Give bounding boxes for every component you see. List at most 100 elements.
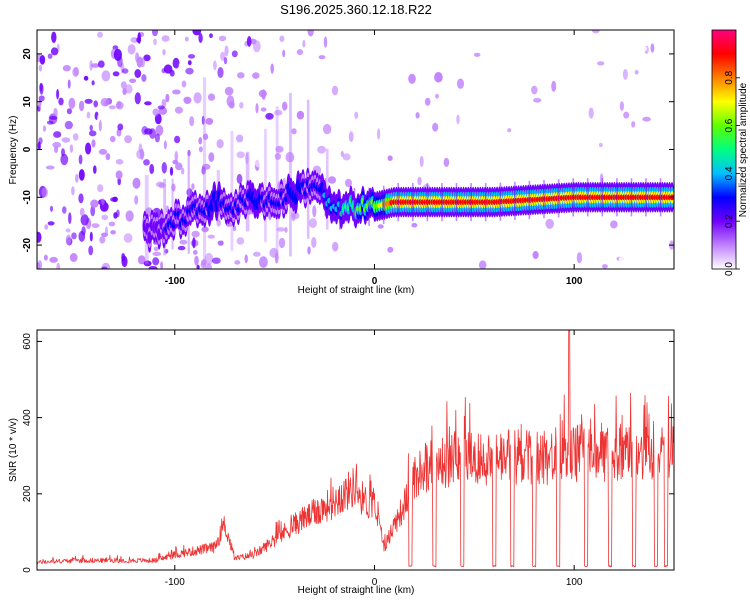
heatmap-noise-cell [162, 49, 166, 56]
heatmap-noise-cell [533, 97, 542, 103]
heatmap-noise-cell [223, 56, 228, 65]
heatmap-noise-cell [79, 207, 85, 217]
heatmap-noise-cell [252, 40, 261, 53]
heatmap-noise-cell [308, 218, 317, 229]
heatmap-noise-cell [50, 205, 53, 212]
heatmap-noise-cell [148, 266, 158, 269]
heatmap-noise-cell [279, 35, 285, 42]
heatmap-noise-cell [211, 257, 221, 264]
heatmap-noise-cell [478, 260, 487, 269]
heatmap-noise-cell [183, 96, 192, 105]
heatmap-noise-cell [193, 92, 202, 104]
heatmap-streak [264, 128, 267, 243]
heatmap-noise-cell [154, 133, 160, 143]
heatmap-noise-cell [327, 176, 337, 184]
heatmap-smear [353, 187, 356, 227]
x-tick-label: 100 [566, 577, 583, 588]
heatmap-noise-cell [68, 212, 72, 225]
heatmap-noise-cell [134, 69, 142, 78]
heatmap-noise-cell [507, 128, 512, 133]
heatmap-noise-cell [274, 252, 279, 264]
heatmap-noise-cell [115, 170, 123, 180]
heatmap-noise-cell [619, 101, 625, 111]
heatmap-noise-cell [434, 72, 443, 83]
heatmap-noise-cell [226, 95, 235, 107]
heatmap-noise-cell [307, 30, 314, 37]
heatmap-noise-cell [153, 246, 159, 252]
heatmap-noise-cell [642, 116, 651, 122]
heatmap-smear [572, 178, 574, 217]
heatmap-noise-cell [117, 177, 121, 186]
heatmap-noise-cell [244, 254, 248, 264]
heatmap-noise-cell [98, 119, 102, 132]
y-tick-label: 0 [22, 146, 33, 152]
heatmap-noise-cell [98, 148, 108, 155]
heatmap-noise-cell [274, 109, 283, 116]
heatmap-noise-cell [192, 237, 196, 249]
heatmap-noise-cell [49, 256, 58, 263]
heatmap-noise-cell [100, 97, 110, 107]
heatmap-noise-cell [205, 117, 214, 125]
heatmap-smear [397, 183, 399, 222]
heatmap-noise-cell [175, 162, 183, 171]
heatmap-noise-cell [115, 101, 124, 110]
heatmap-noise-cell [191, 183, 195, 190]
heatmap-noise-cell [60, 153, 69, 166]
heatmap-noise-cell [88, 245, 94, 256]
heatmap-noise-cell [236, 237, 245, 245]
heatmap-noise-cell [234, 260, 241, 265]
colorbar-tick-label: 0.6 [724, 118, 735, 132]
heatmap-noise-cell [435, 93, 439, 99]
heatmap-noise-cell [201, 44, 205, 54]
heatmap-noise-cell [377, 128, 381, 140]
colorbar-tick-label: 0.2 [724, 214, 735, 228]
heatmap-smear [426, 183, 429, 222]
heatmap-noise-cell [124, 135, 132, 144]
heatmap-noise-cell [116, 209, 120, 218]
heatmap-noise-cell [126, 261, 134, 269]
heatmap-noise-cell [53, 131, 62, 138]
y-tick-label: -10 [22, 190, 33, 205]
snr-panel: -100 0 100 0 200 400 600 Height of straight li… [8, 329, 675, 596]
heatmap-noise-cell [174, 106, 183, 114]
heatmap-noise-cell [169, 69, 175, 77]
heatmap-noise-cell [307, 246, 311, 255]
heatmap-noise-cell [154, 113, 162, 125]
heatmap-smear [324, 178, 327, 217]
heatmap-noise-cell [62, 65, 71, 72]
heatmap-noise-cell [201, 259, 207, 266]
heatmap-noise-cell [72, 133, 79, 141]
x-tick-label: 100 [566, 276, 583, 287]
heatmap-noise-cell [37, 260, 43, 269]
heatmap-smear [441, 183, 443, 222]
heatmap-smear [557, 179, 560, 218]
x-tick-label: 0 [372, 577, 378, 588]
heatmap-noise-cell [105, 153, 111, 161]
heatmap-noise-cell [229, 37, 237, 44]
heatmap-noise-cell [532, 251, 539, 259]
heatmap-noise-cell [270, 63, 275, 74]
heatmap-noise-cell [650, 43, 655, 53]
heatmap-noise-cell [187, 54, 196, 59]
heatmap-noise-cell [425, 170, 430, 177]
heatmap-noise-cell [541, 43, 549, 50]
heatmap-noise-cell [315, 119, 323, 124]
heatmap-noise-cell [377, 224, 384, 229]
heatmap-noise-cell [161, 35, 170, 42]
heatmap-noise-cell [348, 131, 354, 143]
heatmap-noise-cell [90, 199, 99, 208]
heatmap-smear [630, 178, 633, 217]
colorbar: 0.0 0.2 0.4 0.6 0.8 Normalized spectral ampl… [711, 29, 749, 276]
heatmap-noise-cell [248, 117, 257, 129]
heatmap-noise-cell [143, 260, 152, 267]
heatmap-noise-cell [614, 129, 620, 138]
heatmap-noise-cell [152, 108, 160, 116]
heatmap-noise-cell [39, 55, 46, 65]
heatmap-noise-cell [322, 123, 332, 135]
heatmap-noise-cell [132, 177, 141, 189]
x-tick-label: -100 [165, 276, 185, 287]
heatmap-noise-cell [78, 169, 85, 181]
